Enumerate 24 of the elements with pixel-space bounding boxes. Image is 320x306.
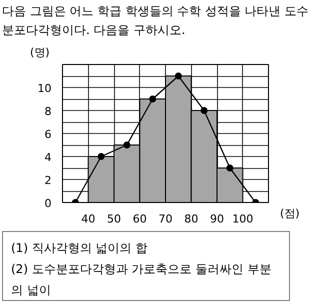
point bbox=[149, 96, 156, 102]
chart-title: 다음 그림은 어느 학급 학생들의 수학 성적을 나타낸 도수분포다각형이다. 다음을 구하시오. bbox=[2, 3, 310, 39]
x-tick-label: 100 bbox=[232, 212, 254, 226]
x-tick-label: 60 bbox=[132, 212, 147, 226]
y-tick-label: 8 bbox=[44, 105, 52, 118]
point bbox=[226, 164, 234, 172]
y-tick-label: 0 bbox=[44, 197, 52, 210]
text: (2) 도수분포다각형과 가로축으로 둘러싸인 부분의 넓이 bbox=[11, 262, 272, 297]
point bbox=[174, 72, 182, 80]
point bbox=[200, 107, 208, 114]
x-tick-label: 70 bbox=[158, 212, 172, 226]
y-tick-label: 4 bbox=[44, 151, 52, 164]
y-tick-label: 2 bbox=[44, 174, 52, 187]
point bbox=[98, 153, 105, 160]
point bbox=[123, 142, 130, 148]
x-tick-label: 90 bbox=[210, 212, 224, 226]
y-axis-title: (명) bbox=[30, 46, 50, 60]
x-tick-label: 50 bbox=[107, 212, 121, 226]
y-tick-label: 6 bbox=[44, 128, 52, 141]
x-tick-label: 40 bbox=[81, 212, 96, 226]
x-tick-label: 80 bbox=[184, 212, 198, 226]
y-tick-label: 10 bbox=[38, 82, 52, 95]
x-axis-title: (점) bbox=[280, 206, 300, 222]
text: (1) 직사각형의 넓이의 합 bbox=[11, 241, 148, 255]
